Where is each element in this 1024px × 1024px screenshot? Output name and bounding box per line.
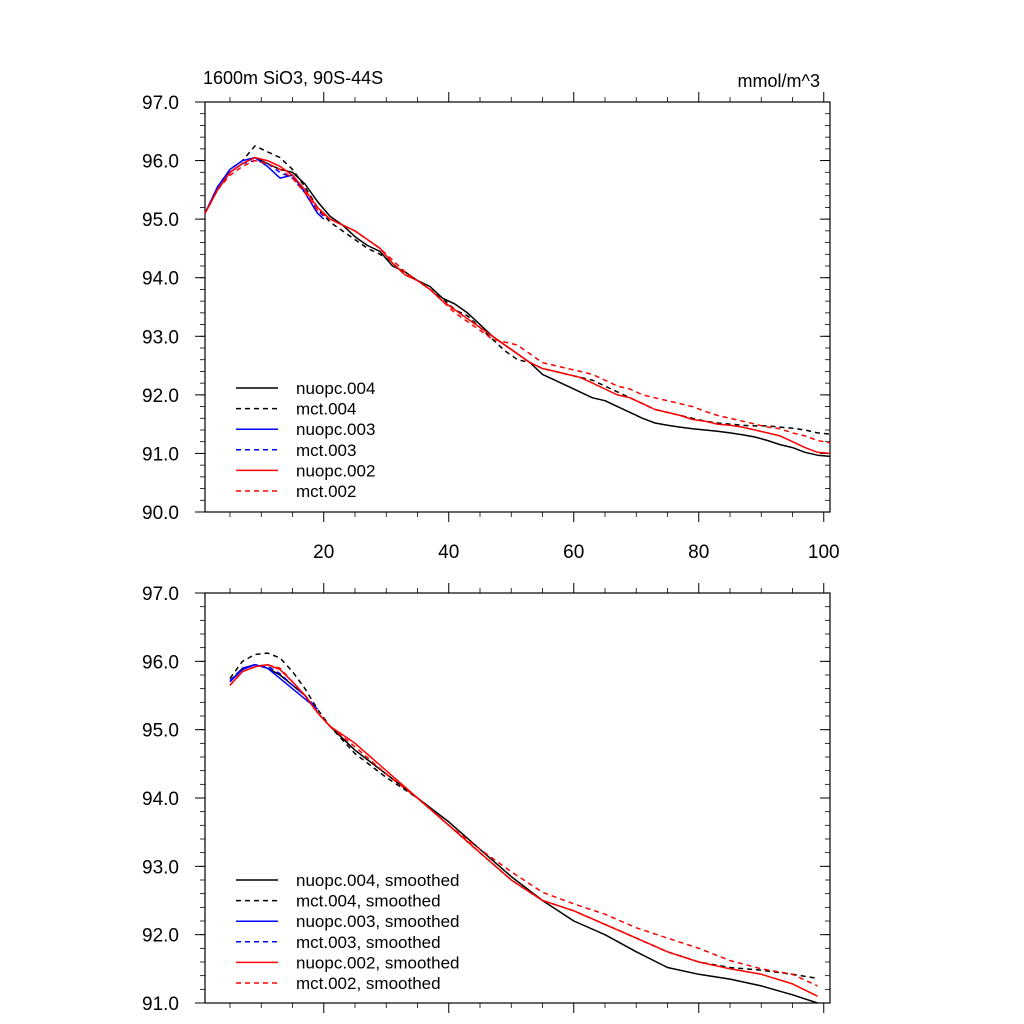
legend-label: mct.003, smoothed <box>296 933 441 952</box>
y-tick-label: 94.0 <box>142 789 179 810</box>
legend-label: mct.002 <box>296 482 356 501</box>
y-tick-label: 96.0 <box>142 152 179 173</box>
y-tick-label: 92.0 <box>142 926 179 947</box>
x-tick-label: 40 <box>438 542 459 563</box>
x-tick-label: 20 <box>313 542 334 563</box>
y-tick-label: 93.0 <box>142 857 179 878</box>
legend-label: nuopc.004, smoothed <box>296 871 460 890</box>
series-line <box>204 145 831 435</box>
legend-label: nuopc.003, smoothed <box>296 912 460 931</box>
legend-label: nuopc.004 <box>296 379 375 398</box>
y-tick-label: 96.0 <box>142 652 179 673</box>
series-line <box>204 156 831 455</box>
y-tick-label: 90.0 <box>142 503 179 524</box>
chart-unit: mmol/m^3 <box>738 71 820 91</box>
x-tick-label: 60 <box>563 542 584 563</box>
y-tick-label: 92.0 <box>142 386 179 407</box>
legend-label: nuopc.002, smoothed <box>296 953 460 972</box>
series-line <box>229 663 818 1004</box>
y-tick-label: 91.0 <box>142 994 179 1015</box>
legend-label: mct.004, smoothed <box>296 892 441 911</box>
legend-label: mct.004 <box>296 400 356 419</box>
legend-label: nuopc.003 <box>296 420 375 439</box>
series-line <box>229 663 318 710</box>
x-tick-label: 100 <box>808 542 840 563</box>
legend-label: mct.003 <box>296 441 356 460</box>
y-tick-label: 94.0 <box>142 269 179 290</box>
x-tick-label: 80 <box>688 542 709 563</box>
y-tick-label: 91.0 <box>142 444 179 465</box>
y-tick-label: 97.0 <box>142 93 179 114</box>
plot-frame <box>204 101 831 513</box>
series-line <box>204 159 831 444</box>
legend-label: mct.002, smoothed <box>296 974 441 993</box>
legend-label: nuopc.002 <box>296 461 375 480</box>
y-tick-label: 93.0 <box>142 327 179 348</box>
bottom-panel-smoothed: 91.0 92.0 93.0 94.0 95.0 96.0 97.0 nuopc.004, s… <box>142 583 831 1015</box>
y-tick-label: 95.0 <box>142 721 179 742</box>
y-tick-label: 95.0 <box>142 210 179 231</box>
series-line <box>229 663 818 987</box>
chart-title: 1600m SiO3, 90S-44S <box>203 68 383 88</box>
y-tick-label: 97.0 <box>142 584 179 605</box>
top-panel-raw: 90.0 91.0 92.0 93.0 94.0 95.0 96.0 97.0 20 40 60 80… <box>142 92 840 563</box>
series-line <box>229 663 319 710</box>
